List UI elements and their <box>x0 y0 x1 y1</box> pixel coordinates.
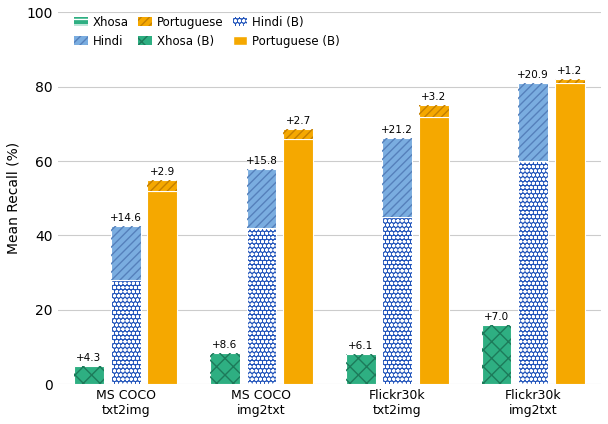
Text: +8.6: +8.6 <box>212 340 238 350</box>
Bar <box>518 84 548 161</box>
Bar <box>111 280 140 384</box>
Bar <box>346 354 376 384</box>
Bar <box>419 117 449 384</box>
Bar <box>147 180 178 191</box>
Bar <box>382 217 412 384</box>
Text: +3.2: +3.2 <box>421 92 447 102</box>
Bar <box>111 226 140 280</box>
Bar <box>382 217 412 384</box>
Bar <box>147 191 178 384</box>
Bar <box>555 78 585 83</box>
Bar <box>111 226 140 280</box>
Text: +15.8: +15.8 <box>246 156 277 166</box>
Bar <box>246 228 277 384</box>
Bar <box>74 365 104 384</box>
Bar <box>283 129 313 139</box>
Text: +2.9: +2.9 <box>150 167 175 177</box>
Bar <box>518 161 548 384</box>
Text: +20.9: +20.9 <box>517 70 549 81</box>
Bar <box>382 138 412 217</box>
Bar <box>482 325 511 384</box>
Bar <box>210 353 240 384</box>
Bar <box>283 129 313 139</box>
Text: +7.0: +7.0 <box>484 312 509 322</box>
Bar <box>419 105 449 117</box>
Text: +4.3: +4.3 <box>77 353 102 363</box>
Bar <box>518 161 548 384</box>
Bar <box>482 325 511 384</box>
Bar <box>246 169 277 228</box>
Bar <box>419 105 449 117</box>
Text: +2.7: +2.7 <box>286 116 311 126</box>
Bar <box>555 78 585 83</box>
Text: +1.2: +1.2 <box>557 66 582 75</box>
Bar <box>283 139 313 384</box>
Bar <box>246 228 277 384</box>
Bar <box>346 354 376 384</box>
Text: +21.2: +21.2 <box>381 125 413 135</box>
Bar <box>74 365 104 384</box>
Bar <box>555 83 585 384</box>
Bar <box>147 180 178 191</box>
Bar <box>518 84 548 161</box>
Text: +14.6: +14.6 <box>109 213 142 223</box>
Legend: Xhosa, Hindi, Portuguese, Xhosa (B), Hindi (B), Portuguese (B): Xhosa, Hindi, Portuguese, Xhosa (B), Hin… <box>69 11 345 52</box>
Bar <box>111 280 140 384</box>
Y-axis label: Mean Recall (%): Mean Recall (%) <box>7 142 21 254</box>
Text: +6.1: +6.1 <box>348 341 373 351</box>
Bar <box>382 138 412 217</box>
Bar <box>246 169 277 228</box>
Bar <box>210 353 240 384</box>
